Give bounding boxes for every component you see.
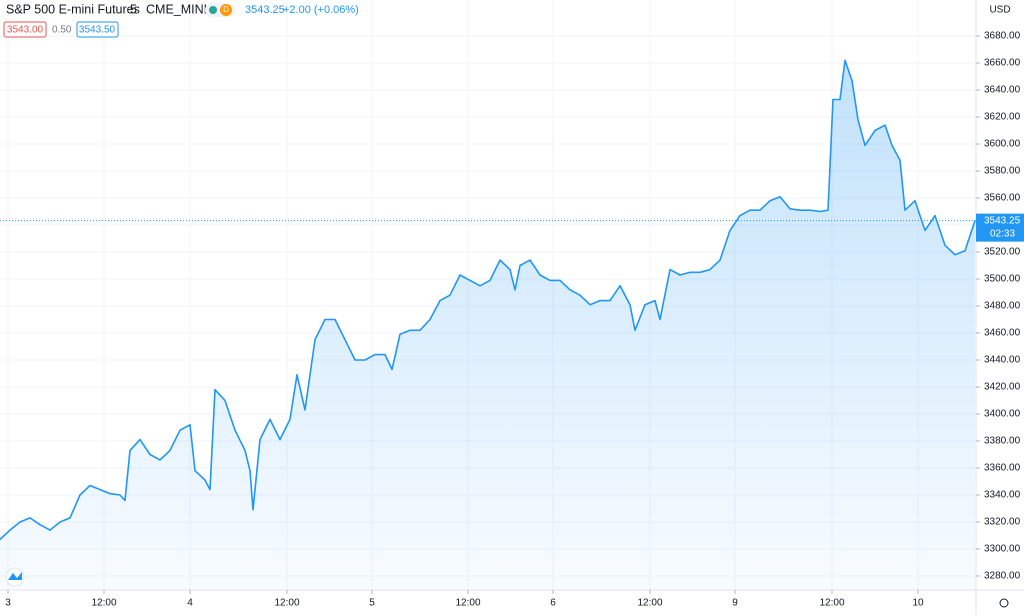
interval: 5: [130, 2, 137, 16]
badge: D: [223, 5, 229, 14]
spread: 0.50: [52, 25, 72, 36]
status-dot: [209, 6, 217, 14]
price-line: [0, 59, 976, 541]
area-fill: [0, 60, 975, 591]
y-tick-label: 3600.00: [984, 139, 1021, 150]
last-price-tag: [976, 213, 1024, 242]
x-tick-label: 12:00: [274, 598, 299, 609]
y-tick-label: 3620.00: [984, 112, 1021, 123]
currency[interactable]: USD: [989, 5, 1010, 16]
y-tick-label: 3560.00: [984, 193, 1021, 204]
y-tick-label: 3320.00: [984, 517, 1021, 528]
x-tick-label: 12:00: [91, 598, 116, 609]
x-tick-label: 3: [5, 598, 11, 609]
y-tick-label: 3640.00: [984, 85, 1021, 96]
y-tick-label: 3520.00: [984, 247, 1021, 258]
last-price-label: 3543.25: [984, 215, 1021, 226]
y-tick-label: 3340.00: [984, 490, 1021, 501]
y-tick-label: 3480.00: [984, 301, 1021, 312]
y-tick-label: 3460.00: [984, 328, 1021, 339]
settings-icon[interactable]: [999, 598, 1009, 608]
change: +2.00 (+0.06%): [283, 4, 359, 16]
x-tick-label: 4: [187, 598, 193, 609]
x-tick-label: 9: [732, 598, 738, 609]
ask[interactable]: 3543.50: [79, 25, 116, 36]
x-tick-label: 12:00: [637, 598, 662, 609]
countdown: 02:33: [990, 228, 1015, 239]
y-tick-label: 3500.00: [984, 274, 1021, 285]
y-tick-label: 3420.00: [984, 382, 1021, 393]
y-tick-label: 3300.00: [984, 544, 1021, 555]
y-tick-label: 3280.00: [984, 571, 1021, 582]
x-tick-label: 12:00: [455, 598, 480, 609]
bid-box[interactable]: [3, 21, 47, 38]
y-tick-label: 3440.00: [984, 355, 1021, 366]
y-tick-label: 3660.00: [984, 58, 1021, 69]
y-tick-label: 3680.00: [984, 31, 1021, 42]
y-tick-label: 3580.00: [984, 166, 1021, 177]
logo-icon: [8, 572, 22, 580]
y-tick-label: 3360.00: [984, 463, 1021, 474]
x-tick-label: 10: [912, 598, 924, 609]
y-tick-label: 3380.00: [984, 436, 1021, 447]
badge-bg: [220, 4, 232, 16]
bid[interactable]: 3543.00: [7, 25, 44, 36]
y-tick-label: 3400.00: [984, 409, 1021, 420]
x-tick-label: 6: [550, 598, 556, 609]
last-price: 3543.25: [245, 4, 285, 16]
x-tick-label: 12:00: [819, 598, 844, 609]
ask-box[interactable]: [76, 21, 119, 38]
x-tick-label: 5: [369, 598, 375, 609]
symbol: S&P 500 E-mini Futures: [6, 2, 140, 16]
exchange: CME_MINI: [146, 2, 207, 16]
